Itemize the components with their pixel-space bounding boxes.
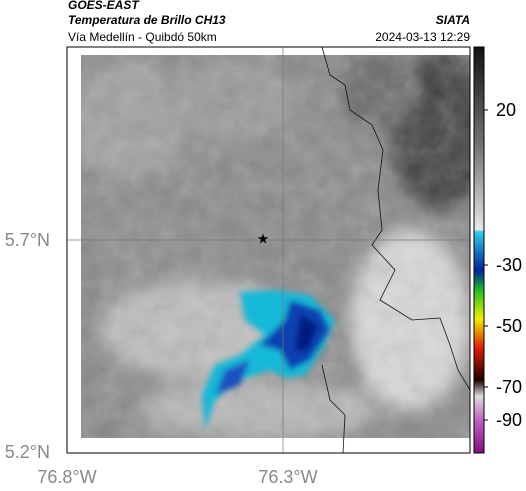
product-title: Temperatura de Brillo CH13 — [68, 13, 226, 27]
colorbar-ticks — [484, 109, 488, 421]
agency-label: SIATA — [436, 13, 470, 27]
timestamp: 2024-03-13 12:29 — [375, 30, 470, 44]
colorbar — [473, 46, 485, 454]
plot-frame — [66, 46, 471, 454]
lon-label: 76.8°W — [37, 467, 96, 487]
colorbar-label: -70 — [496, 377, 522, 397]
colorbar-label: -90 — [496, 410, 522, 430]
colorbar-label: -30 — [496, 255, 522, 275]
lon-label: 76.3°W — [258, 467, 317, 487]
satellite-image — [81, 55, 470, 438]
colorbar-label: -50 — [496, 316, 522, 336]
colorbar-label: 20 — [496, 100, 516, 120]
lat-label: 5.2°N — [5, 442, 50, 462]
route-label: Vía Medellín - Quibdó 50km — [68, 30, 217, 44]
border-line — [321, 46, 471, 454]
lat-label: 5.7°N — [5, 230, 50, 250]
source-title: GOES-EAST — [68, 0, 140, 12]
location-star: ★ — [257, 231, 270, 247]
